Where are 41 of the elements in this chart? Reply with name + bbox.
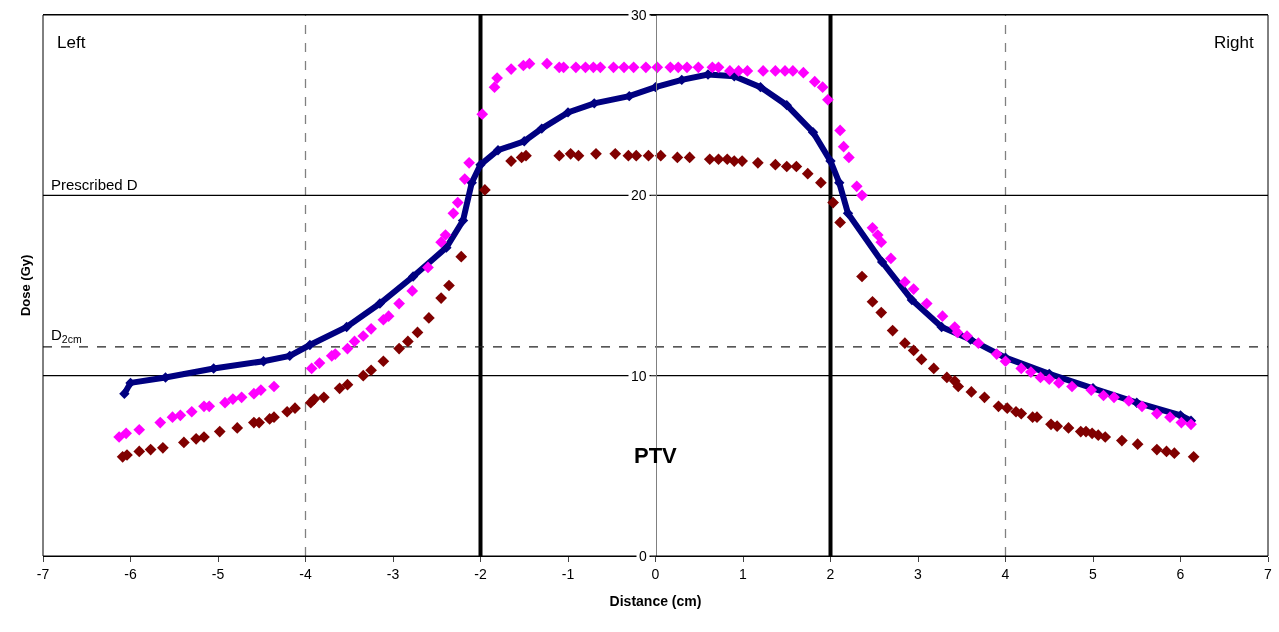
point: [519, 136, 530, 147]
x-tick-label: 0: [651, 565, 660, 582]
point: [807, 127, 819, 138]
x-tick-label: -1: [561, 565, 575, 582]
annotation: Left: [57, 33, 86, 52]
point: [906, 294, 918, 306]
point: [407, 271, 419, 282]
x-axis-title: Distance (cm): [609, 593, 702, 610]
x-tick-label: -5: [211, 565, 225, 582]
ref-line-label: Prescribed D: [51, 176, 138, 193]
point: [341, 321, 352, 333]
y-tick-label: 10: [631, 368, 647, 384]
point: [536, 123, 547, 134]
y-tick-label: 20: [631, 187, 647, 203]
point: [374, 298, 386, 309]
point: [441, 242, 452, 253]
y-tick-label: 0: [639, 548, 647, 564]
x-tick-label: 6: [1176, 565, 1185, 582]
annotation: PTV: [634, 443, 678, 468]
point: [876, 256, 888, 268]
point: [119, 388, 130, 399]
x-tick-label: 4: [1001, 565, 1010, 582]
y-tick-label: 30: [631, 7, 647, 23]
point: [475, 159, 486, 170]
x-tick-label: -7: [36, 565, 50, 582]
point: [781, 99, 792, 111]
y-axis-title: Dose (Gy): [18, 254, 34, 317]
x-tick-label: 3: [914, 565, 923, 582]
x-tick-label: -3: [386, 565, 400, 582]
x-tick-label: -6: [124, 565, 137, 582]
x-tick-label: 7: [1264, 565, 1273, 582]
ref-line-label: D$_{2cm}$: [51, 326, 82, 346]
x-tick-label: -4: [299, 565, 312, 582]
x-tick-label: 2: [826, 565, 835, 582]
x-tick-label: -2: [474, 565, 487, 582]
x-tick-label: 1: [739, 565, 748, 582]
point: [755, 81, 766, 93]
x-tick-label: 5: [1089, 565, 1098, 582]
annotation: Right: [1214, 33, 1254, 52]
point: [834, 177, 845, 188]
point: [936, 321, 947, 333]
